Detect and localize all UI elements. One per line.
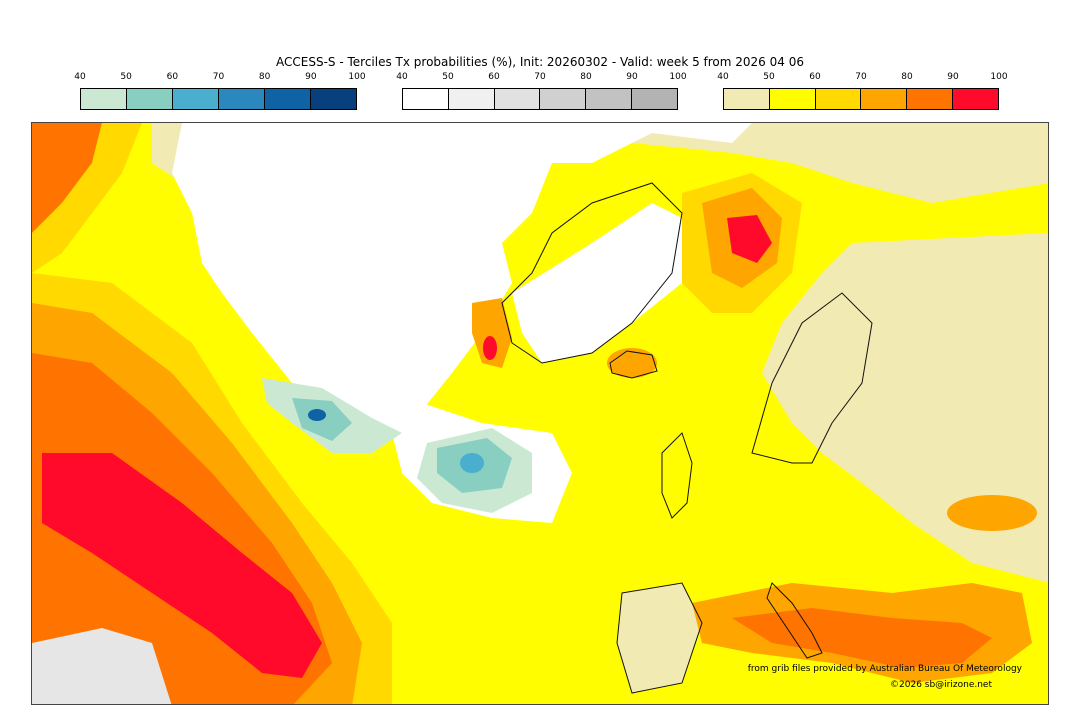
legend-ticks: 40 50 60 70 80 90 100 (74, 72, 365, 86)
coastline-iberia (616, 582, 703, 694)
red-region-southwest (42, 453, 322, 678)
legend-ticks: 40 50 60 70 80 90 100 (396, 72, 686, 86)
legend-tick-label: 80 (901, 72, 913, 82)
legend-tick-label: 100 (348, 72, 366, 82)
gold-region-northwest (32, 123, 142, 273)
legend-tick-label: 40 (74, 72, 86, 82)
legend-tick-label: 50 (763, 72, 775, 82)
orange-region-northwest (32, 123, 102, 233)
pale-region-iberia (617, 583, 702, 693)
chart-title: ACCESS-S - Terciles Tx probabilities (%)… (276, 55, 804, 69)
legend-swatch (815, 89, 862, 109)
legend-tick-label: 80 (258, 72, 271, 82)
legend-swatch (861, 89, 908, 109)
orange-region-greenland-east (472, 298, 512, 368)
legend-swatch (586, 89, 633, 109)
legend-tick-label: 70 (212, 72, 225, 82)
legend-tick-label: 40 (717, 72, 729, 82)
map-canvas (32, 123, 1048, 704)
legend-swatch (173, 89, 219, 109)
legend-swatch (403, 89, 449, 109)
legend-colorbar (402, 88, 678, 110)
coastline-scandinavia (751, 292, 873, 464)
legend-swatch (219, 89, 265, 109)
legend-tick-label: 100 (669, 72, 687, 82)
legend-tick-label: 50 (442, 72, 454, 82)
legend-swatch (81, 89, 127, 109)
legend-swatch (540, 89, 587, 109)
legend-swatch (632, 89, 677, 109)
legend-ticks: 40 50 60 70 80 90 100 (717, 72, 1007, 86)
legend-tick-label: 60 (809, 72, 821, 82)
credit-source: from grib files provided by Australian B… (747, 664, 1022, 674)
dark-orange-region-mediterranean (732, 608, 992, 668)
legend-tick-label: 40 (396, 72, 408, 82)
legend-tick-label: 90 (305, 72, 317, 82)
red-spot-greenland-east (483, 336, 497, 360)
legend-tick-label: 50 (120, 72, 132, 82)
red-region-svalbard (727, 215, 772, 263)
probability-map: from grib files provided by Australian B… (31, 122, 1049, 705)
legend-swatch (448, 89, 495, 109)
legend-tick-label: 70 (534, 72, 546, 82)
coastline-greenland (501, 182, 683, 364)
pale-region-europe (762, 233, 1048, 583)
legend-tick-label: 60 (166, 72, 179, 82)
legend-near-normal: 40 50 60 70 80 90 100 (396, 72, 687, 114)
legend-swatch (494, 89, 541, 109)
grey-region-south (32, 628, 172, 704)
coastline-italy (766, 582, 823, 659)
orange-region-east-europe (947, 495, 1037, 531)
legend-tick-label: 70 (855, 72, 867, 82)
legend-below-normal: 40 50 60 70 80 90 100 (74, 72, 366, 114)
legend-tick-label: 100 (990, 72, 1008, 82)
legend-swatch (907, 89, 954, 109)
legend-tick-label: 90 (626, 72, 638, 82)
legend-swatch (724, 89, 770, 109)
coastline-iceland (609, 350, 658, 379)
legend-swatch (769, 89, 816, 109)
legend-swatch (265, 89, 311, 109)
coastline-british-isles (661, 432, 693, 519)
legend-tick-label: 60 (488, 72, 500, 82)
blue-core-central (460, 453, 484, 473)
white-region-greenland (512, 203, 692, 363)
blue-core-west (308, 409, 326, 421)
credit-copyright: ©2026 sb@irizone.net (890, 680, 992, 690)
legend-tick-label: 80 (580, 72, 592, 82)
legend-colorbar (723, 88, 999, 110)
legend-swatch (311, 89, 356, 109)
legend-swatch (953, 89, 998, 109)
legend-above-normal: 40 50 60 70 80 90 100 (717, 72, 1008, 114)
legend-tick-label: 90 (947, 72, 959, 82)
orange-region-iceland (607, 348, 657, 378)
legend-swatch (127, 89, 173, 109)
legend-colorbar (80, 88, 357, 110)
white-region-arctic-canada (172, 123, 752, 443)
